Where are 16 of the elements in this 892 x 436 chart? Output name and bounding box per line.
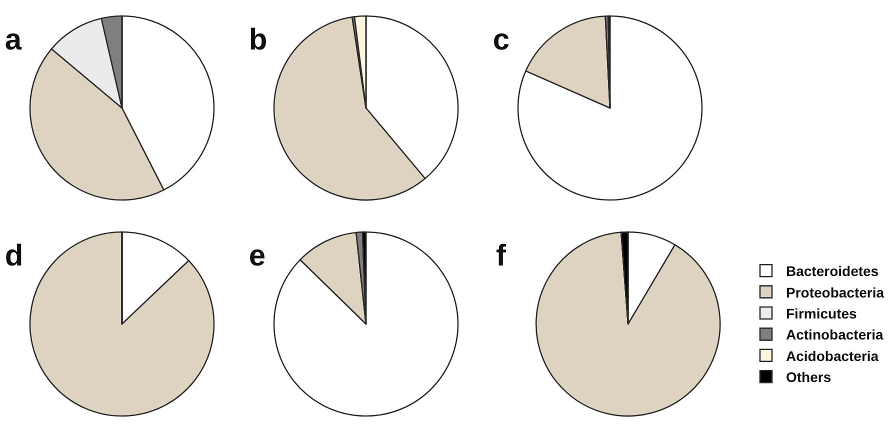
legend-label: Others [786,369,832,386]
chart-title: e [248,239,266,272]
pie-slice [517,15,703,200]
chart-title: f [496,239,508,272]
chart-title: b [248,23,268,56]
chart-title: d [4,239,24,272]
pie-slice [536,232,721,417]
legend-label: Bacteroidetes [786,263,879,280]
legend-label: Acidobacteria [786,348,879,364]
legend-label: Actinobacteria [786,326,884,343]
chart-title: a [4,23,22,56]
chart-title: c [492,23,510,56]
legend-label: Proteobacteria [786,284,884,300]
pie-slice [273,231,459,417]
legend-label: Firmicutes [786,305,858,322]
pie-slice [29,231,215,417]
